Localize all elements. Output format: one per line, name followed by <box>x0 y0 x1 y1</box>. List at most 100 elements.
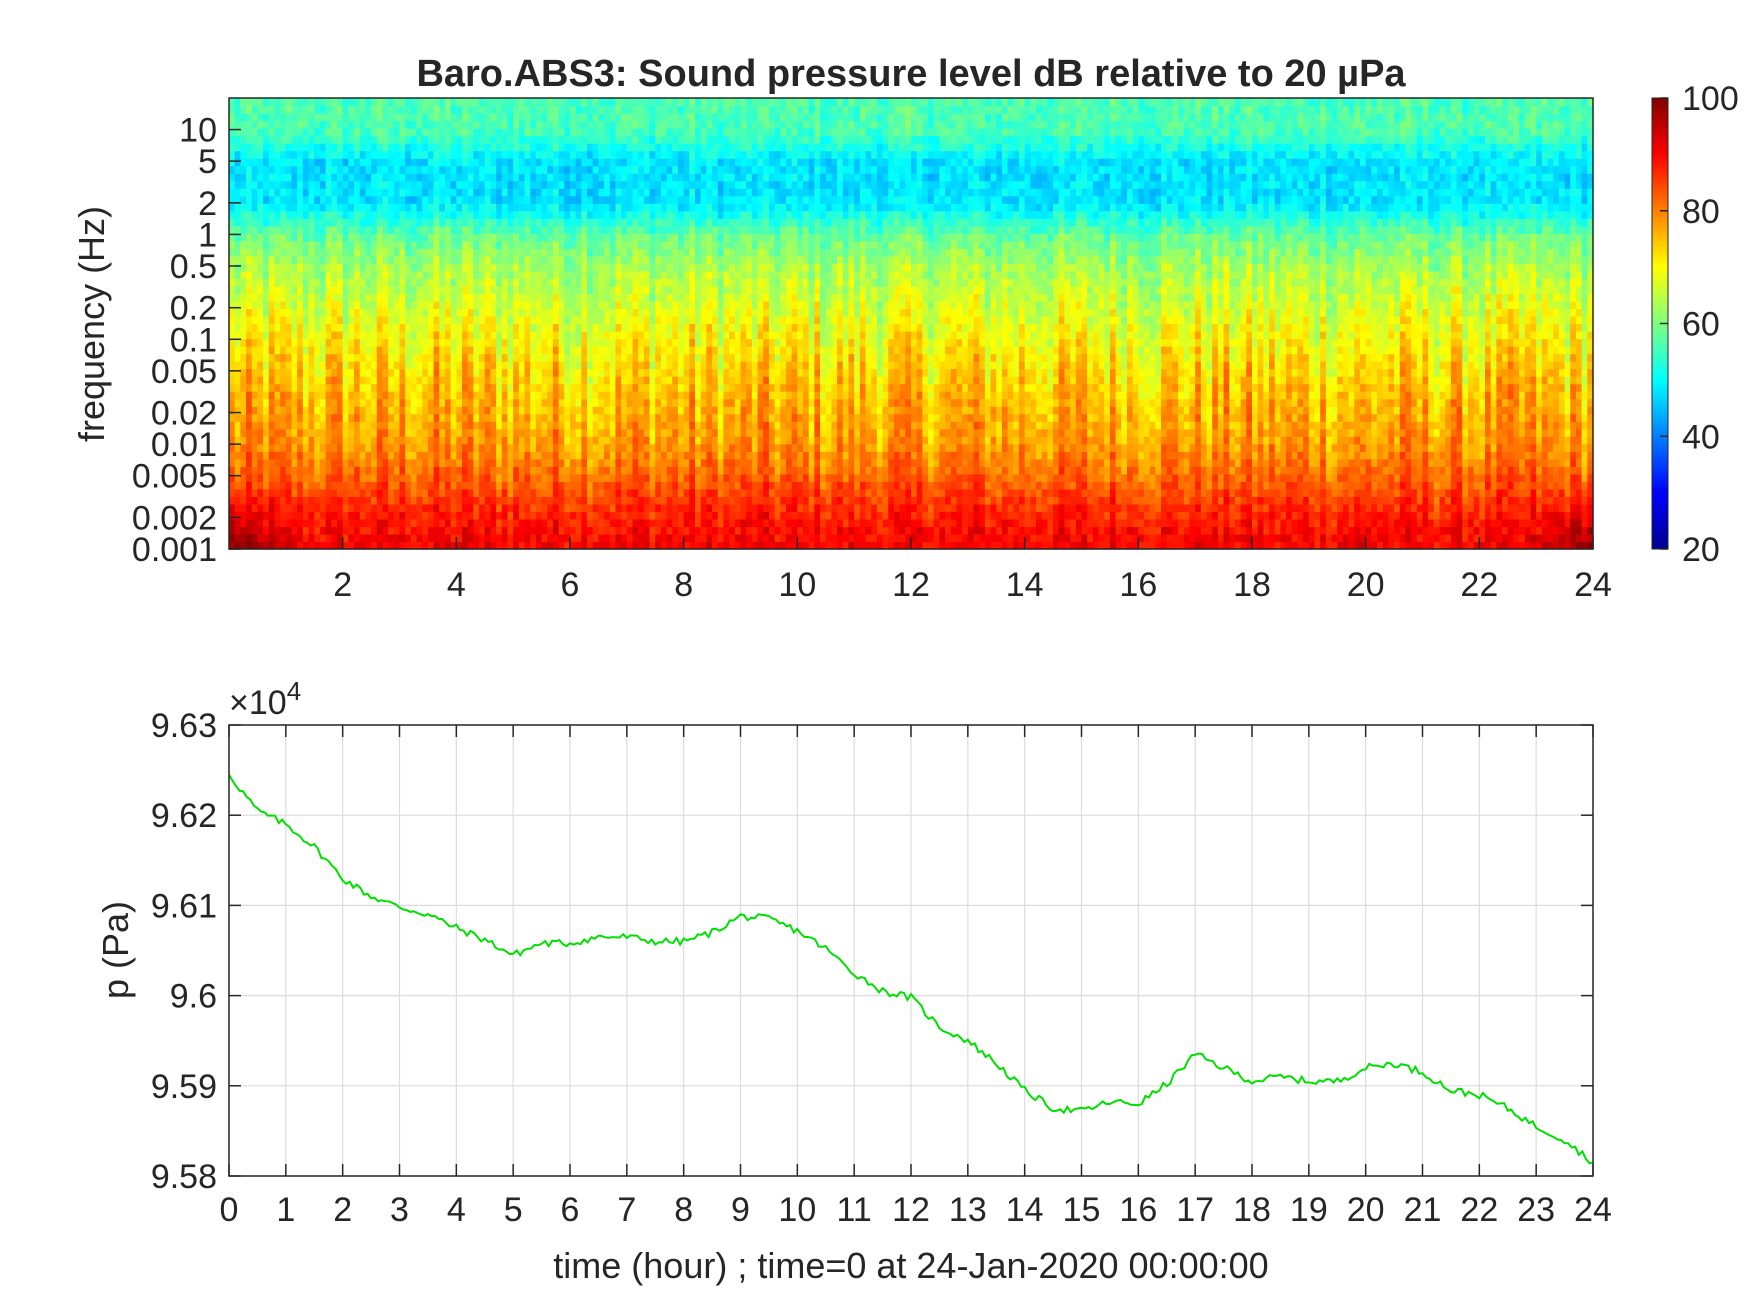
spectrogram-cell <box>513 158 520 167</box>
spectrogram-cell <box>541 165 548 174</box>
spectrogram-cell <box>319 323 327 332</box>
spectrogram-cell <box>257 398 264 407</box>
spectrogram-cell <box>342 180 349 189</box>
spectrogram-cell <box>473 511 480 520</box>
spectrogram-cell <box>319 443 327 452</box>
spectrogram-cell <box>388 218 395 227</box>
spectrogram-cell <box>348 263 355 272</box>
spectrogram-cell <box>302 443 310 452</box>
spectrogram-cell <box>541 383 548 392</box>
spectrogram-cell <box>666 436 673 445</box>
spectrogram-cell <box>689 255 696 264</box>
spectrogram-cell <box>285 113 293 122</box>
spectrogram-cell <box>371 113 378 122</box>
spectrogram-cell <box>683 150 690 159</box>
spectrogram-cell <box>393 255 401 264</box>
spectrogram-cell <box>649 120 656 129</box>
spectrogram-cell <box>433 413 440 422</box>
spectrogram-cell <box>638 406 645 415</box>
spectrogram-cell <box>541 398 548 407</box>
spectrogram-cell <box>518 248 526 257</box>
spectrogram-cell <box>513 120 520 129</box>
spectrogram-cell <box>547 428 554 437</box>
spectrogram-cell <box>632 300 639 310</box>
spectrogram-cell <box>285 511 293 520</box>
spectrogram-cell <box>399 285 406 295</box>
spectrogram-cell <box>638 338 645 347</box>
spectrogram-cell <box>660 406 668 415</box>
spectrogram-cell <box>473 293 480 302</box>
spectrogram-cell <box>530 105 537 114</box>
spectrogram-cell <box>433 233 440 242</box>
spectrogram-cell <box>496 398 503 407</box>
spectrogram-cell <box>638 203 645 212</box>
spectrogram-cell <box>450 255 457 264</box>
spectrogram-cell <box>342 533 349 543</box>
spectrogram-cell <box>530 436 537 445</box>
spectrogram-cell <box>501 398 509 407</box>
spectrogram-cell <box>291 143 298 152</box>
spectrogram-cell <box>695 338 702 347</box>
spectrogram-cell <box>604 361 611 370</box>
spectrogram-cell <box>388 308 395 317</box>
spectrogram-cell <box>660 473 668 482</box>
spectrogram-cell <box>490 428 497 437</box>
spectrogram-cell <box>399 120 406 129</box>
spectrogram-cell <box>439 466 446 475</box>
spectrogram-cell <box>240 466 247 475</box>
spectrogram-cell <box>604 210 611 219</box>
spectrogram-cell <box>297 293 304 302</box>
spectrogram-cell <box>513 436 520 445</box>
spectrogram-cell <box>444 263 452 272</box>
spectrogram-cell <box>291 503 298 513</box>
spectrogram-cell <box>439 180 446 189</box>
spectrogram-cell <box>473 173 480 182</box>
spectrogram-cell <box>433 225 440 234</box>
spectrogram-cell <box>609 496 617 505</box>
spectrogram-cell <box>632 518 639 528</box>
spectrogram-cell <box>319 210 327 219</box>
spectrogram-cell <box>462 135 469 144</box>
spectrogram-cell <box>234 315 241 325</box>
spectrogram-cell <box>575 188 582 197</box>
spectrogram-cell <box>336 105 344 114</box>
spectrogram-cell <box>609 518 617 528</box>
spectrogram-cell <box>314 135 321 144</box>
spectrogram-cell <box>365 496 372 505</box>
spectrogram-cell <box>331 105 338 114</box>
spectrogram-cell <box>484 113 492 122</box>
spectrogram-cell <box>615 188 622 197</box>
spectrogram-cell <box>354 225 361 234</box>
spectrogram-cell <box>609 293 617 302</box>
spectrogram-cell <box>427 481 435 490</box>
spectrogram-cell <box>547 150 554 159</box>
spectrogram-cell <box>263 210 270 219</box>
spectrogram-cell <box>513 496 520 505</box>
spectrogram-cell <box>354 113 361 122</box>
spectrogram-cell <box>444 158 452 167</box>
spectrogram-cell <box>393 188 401 197</box>
spectrogram-cell <box>439 143 446 152</box>
spectrogram-cell <box>689 533 696 543</box>
spectrogram-cell <box>524 488 531 497</box>
spectrogram-cell <box>280 406 287 415</box>
spectrogram-cell <box>626 353 634 362</box>
spectrogram-cell <box>336 473 344 482</box>
spectrogram-cell <box>285 406 293 415</box>
spectrogram-cell <box>643 443 651 452</box>
spectrogram-cell <box>643 428 651 437</box>
spectrogram-cell <box>507 413 514 422</box>
spectrogram-cell <box>490 315 497 325</box>
spectrogram-cell <box>268 195 276 204</box>
spectrogram-cell <box>359 391 366 400</box>
spectrogram-cell <box>319 488 327 497</box>
spectrogram-cell <box>354 526 361 535</box>
spectrogram-cell <box>399 331 406 340</box>
spectrogram-cell <box>399 248 406 257</box>
spectrogram-cell <box>518 278 526 287</box>
spectrogram-cell <box>592 195 600 204</box>
spectrogram-cell <box>308 135 315 144</box>
spectrogram-cell <box>302 98 310 107</box>
spectrogram-cell <box>518 195 526 204</box>
spectrogram-cell <box>564 143 571 152</box>
